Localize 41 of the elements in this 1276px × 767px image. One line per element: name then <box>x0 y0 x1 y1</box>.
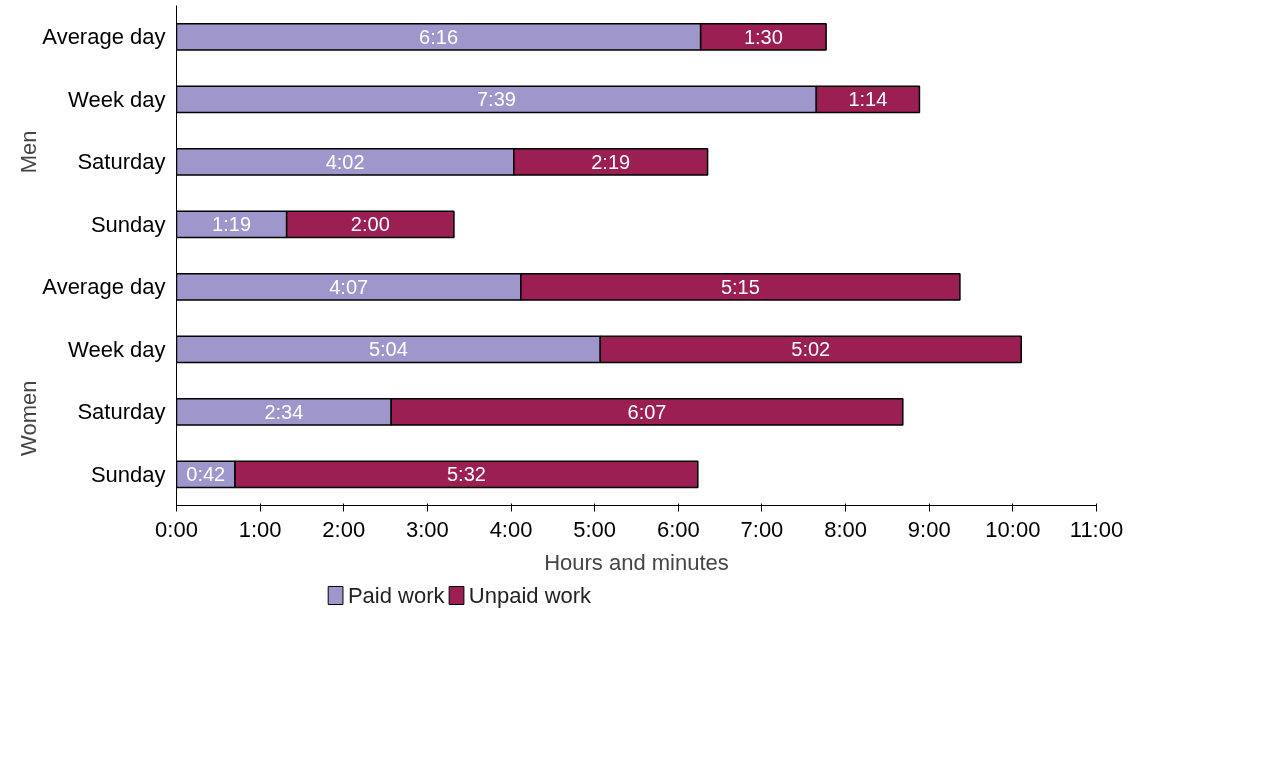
text: Men <box>16 130 41 174</box>
text: Women <box>16 380 41 456</box>
x-tick-label: 7:00 <box>740 516 784 542</box>
data-label: 1:14 <box>848 88 888 111</box>
x-tick-label: 10:00 <box>985 516 1041 542</box>
y-tick-label: Saturday <box>77 149 166 175</box>
data-label: 5:15 <box>720 275 760 298</box>
x-tick-label: 8:00 <box>824 516 868 542</box>
data-label: 6:16 <box>419 25 459 48</box>
x-tick-label: 3:00 <box>406 516 449 542</box>
data-label: 1:19 <box>212 213 252 236</box>
data-label: 2:34 <box>264 400 304 423</box>
x-tick-label: 0:00 <box>155 516 198 542</box>
y-tick-label: Week day <box>68 336 166 362</box>
y-tick-label: Week day <box>68 86 166 112</box>
data-label: 0:42 <box>186 463 226 486</box>
x-tick-label: 11:00 <box>1069 516 1124 542</box>
y-tick-label: Sunday <box>90 461 166 487</box>
data-label: 1:30 <box>743 25 783 48</box>
data-label: 7:39 <box>476 88 516 111</box>
data-label: 5:04 <box>368 338 408 361</box>
x-tick-label: 6:00 <box>656 516 700 542</box>
x-tick-label: 2:00 <box>322 516 366 542</box>
legend-label: Paid work <box>347 583 446 608</box>
data-label: 4:07 <box>329 275 369 298</box>
y-tick-label: Average day <box>42 24 166 50</box>
data-label: 4:02 <box>325 150 365 173</box>
x-tick-label: 9:00 <box>907 516 951 542</box>
data-label: 6:07 <box>627 400 667 423</box>
legend-label: Unpaid work <box>468 583 593 608</box>
x-tick-label: 5:00 <box>573 516 617 542</box>
y-tick-label: Average day <box>42 274 166 300</box>
x-tick-label: 1:00 <box>238 516 282 542</box>
x-axis-title: Hours and minutes <box>544 549 729 575</box>
data-label: 5:02 <box>791 338 831 361</box>
y-tick-label: Saturday <box>77 399 166 425</box>
y-tick-label: Sunday <box>90 211 166 237</box>
data-label: 2:00 <box>350 213 390 236</box>
x-tick-label: 4:00 <box>489 516 533 542</box>
data-label: 2:19 <box>591 150 631 173</box>
data-label: 5:32 <box>446 463 486 486</box>
